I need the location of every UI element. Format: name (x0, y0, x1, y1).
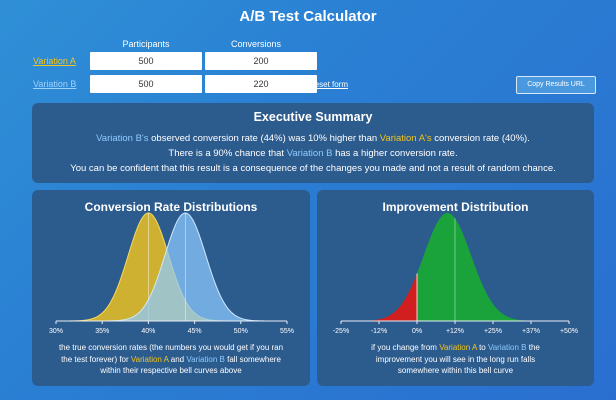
x-tick-label: +37% (522, 328, 540, 335)
x-tick-label: +25% (484, 328, 502, 335)
arrow-right-icon: ▶ (193, 57, 201, 66)
variation-b-participants-input[interactable]: 500 (90, 75, 202, 93)
caption-text: and (168, 354, 187, 364)
improvement-chart: -25% -12% 0% +12% +25% +37% +50% (333, 213, 578, 335)
variation-b-name: Variation B (487, 343, 527, 352)
caption-text: fall somewhere (224, 354, 281, 364)
x-tick-label: 40% (141, 328, 155, 335)
x-tick-label: 30% (49, 328, 63, 335)
caption-line: the true conversion rates (the numbers y… (58, 343, 284, 352)
variation-b-conversions-input[interactable]: 220 (205, 75, 317, 93)
caption-text: the (526, 343, 540, 352)
participants-header: Participants (122, 39, 170, 49)
reset-form-link[interactable]: reset form (312, 80, 349, 89)
negative-improvement-area (341, 273, 417, 321)
positive-improvement-area (417, 213, 569, 321)
summary-line-3: You can be confident that this result is… (70, 163, 556, 174)
variation-a-label: Variation A (33, 56, 76, 66)
summary-text: observed conversion rate (44%) was 10% h… (148, 133, 380, 144)
caption-text: if you change from (371, 343, 440, 352)
conversion-chart-title: Conversion Rate Distributions (84, 200, 258, 214)
arrow-right-icon: ▶ (193, 80, 201, 89)
variation-b-name: Variation B (186, 354, 225, 364)
x-tick-label: +50% (560, 328, 578, 335)
executive-summary-panel: Executive Summary Variation B's observed… (32, 103, 594, 183)
conversion-rate-chart: 30% 35% 40% 45% 50% 55% (49, 212, 294, 335)
variation-a-conversions-input[interactable]: 200 (205, 52, 317, 70)
summary-text: conversion rate (40%). (431, 133, 530, 144)
variation-b-name: Variation B (286, 148, 333, 159)
variation-b-name: Variation B's (96, 133, 149, 144)
variation-a-name: Variation A (439, 343, 477, 352)
caption-line: somewhere within this bell curve (397, 366, 514, 375)
x-tick-label: -25% (333, 328, 349, 335)
caption-line: within their respective bell curves abov… (100, 366, 242, 375)
copy-results-url-button[interactable]: Copy Results URL (516, 76, 596, 94)
x-tick-label: 50% (234, 328, 248, 335)
variation-a-participants-input[interactable]: 500 (90, 52, 202, 70)
x-tick-label: 35% (95, 328, 109, 335)
variation-b-curve (56, 212, 287, 322)
caption-text: the test forever) for (61, 354, 131, 364)
summary-line-1: Variation B's observed conversion rate (… (32, 133, 594, 144)
variation-a-name: Variation A (130, 354, 169, 364)
x-tick-label: +12% (446, 328, 464, 335)
conversions-header: Conversions (230, 39, 282, 49)
summary-title: Executive Summary (253, 110, 373, 124)
summary-text: There is a 90% chance that (168, 148, 287, 159)
improvement-chart-caption: if you change from Variation A to Variat… (317, 342, 594, 377)
caption-text: to (476, 343, 488, 352)
conversion-rate-panel: Conversion Rate Distributions 30% 35% 40% 4… (32, 190, 310, 386)
improvement-panel: Improvement Distribution -25% -12% 0% +12% +… (317, 190, 594, 386)
caption-line: the test forever) for Variation A and Va… (32, 354, 310, 366)
x-tick-label: 45% (188, 328, 202, 335)
variation-a-name: Variation A's (379, 133, 432, 144)
summary-line-2: There is a 90% chance that Variation B h… (32, 148, 594, 159)
caption-line: improvement you will see in the long run… (375, 354, 536, 364)
caption-line: if you change from Variation A to Variat… (317, 342, 594, 354)
x-tick-label: 55% (280, 328, 294, 335)
improvement-chart-title: Improvement Distribution (382, 200, 529, 214)
variation-b-label: Variation B (33, 79, 77, 89)
page-title: A/B Test Calculator (239, 8, 377, 25)
x-tick-label: 0% (412, 328, 422, 335)
conversion-chart-caption: the true conversion rates (the numbers y… (32, 342, 310, 377)
summary-text: has a higher conversion rate. (332, 148, 458, 159)
x-tick-label: -12% (371, 328, 387, 335)
